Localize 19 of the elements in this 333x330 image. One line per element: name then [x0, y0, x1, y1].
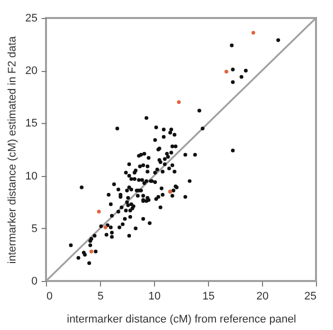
y-tick-label: 15 — [25, 118, 38, 130]
y-tick-label: 5 — [31, 222, 38, 235]
point — [176, 100, 181, 104]
x-tick-label: 5 — [97, 290, 104, 302]
point — [224, 70, 228, 74]
x-tick-label: 20 — [256, 290, 269, 302]
x-tick-label: 15 — [202, 290, 215, 302]
y-tick-label: 25 — [25, 12, 38, 24]
x-axis-title: intermarker distance (cM) from reference panel — [66, 314, 296, 326]
x-tick-label: 10 — [148, 290, 161, 302]
y-tick-label: 0 — [31, 276, 38, 288]
point — [251, 30, 256, 35]
y-axis-title: intermarker distance (cM) estimated in F2 data — [6, 35, 18, 264]
point — [97, 210, 101, 214]
y-tick-label: 10 — [25, 170, 38, 182]
point — [89, 250, 94, 254]
y-tick-label: 20 — [25, 65, 38, 78]
x-tick-label: 25 — [304, 290, 316, 302]
x-tick-label: 0 — [46, 290, 53, 302]
